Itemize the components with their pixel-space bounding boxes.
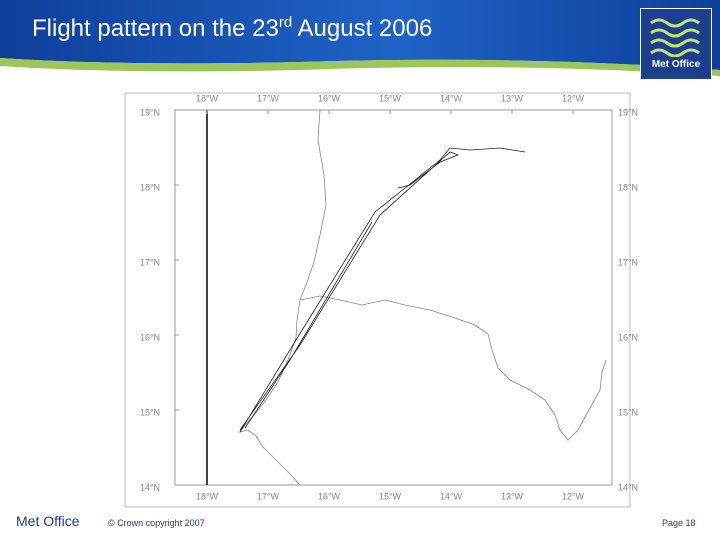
logo-waves [650,18,700,58]
longitude-label: 12°W [562,93,585,103]
longitude-label: 17°W [257,93,280,103]
logo-text: Met Office [651,59,701,70]
longitude-label: 14°W [440,93,463,103]
latitude-label: 14°N [140,482,160,492]
latitude-label: 17°N [140,257,160,267]
latitude-label: 19°N [618,107,638,117]
longitude-label: 16°W [318,491,341,501]
latitude-label: 15°N [140,407,160,417]
longitude-label: 18°W [196,491,219,501]
latitude-label: 18°N [618,182,638,192]
slide-title: Flight pattern on the 23rd August 2006 [32,14,432,43]
page-number: Page 18 [662,518,696,528]
title-text: August 2006 [292,15,433,42]
header-band [0,0,720,76]
latitude-label: 19°N [140,107,160,117]
map-frame [124,92,631,508]
latitude-label: 16°N [618,332,638,342]
title-superscript: rd [278,14,293,31]
latitude-label: 15°N [618,407,638,417]
longitude-label: 15°W [379,93,402,103]
latitude-label: 17°N [618,257,638,267]
coastline [239,109,327,486]
flight-track [239,147,526,433]
latitude-label: 16°N [140,332,160,342]
logo: Met Office [640,8,712,80]
longitude-label: 13°W [501,93,524,103]
longitude-label: 14°W [440,491,463,501]
title-text: Flight pattern on the 23 [32,15,279,42]
border-line [299,295,607,441]
longitude-label: 17°W [257,491,280,501]
longitude-label: 12°W [562,491,585,501]
longitude-label: 15°W [379,491,402,501]
longitude-label: 16°W [318,93,341,103]
footer-copyright: © Crown copyright 2007 [108,518,205,528]
longitude-label: 18°W [196,93,219,103]
longitude-label: 13°W [501,491,524,501]
footer-organisation: Met Office [16,513,80,529]
latitude-label: 14°N [618,482,638,492]
latitude-label: 18°N [140,182,160,192]
map-plot-border [174,109,613,486]
